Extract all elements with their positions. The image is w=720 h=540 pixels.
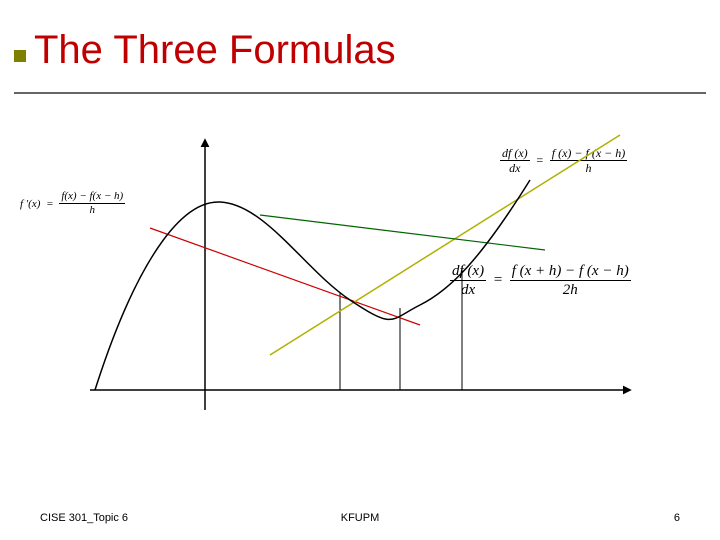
formula-backward-lhs: f '(x) xyxy=(20,198,40,210)
equals-sign: = xyxy=(46,198,53,210)
chart-svg xyxy=(60,130,660,450)
chart xyxy=(60,130,660,450)
title-bullet xyxy=(14,50,26,62)
slide: The Three Formulas f '(x) = f(x) − f(x −… xyxy=(0,0,720,540)
footer-right: 6 xyxy=(674,512,680,524)
slide-title: The Three Formulas xyxy=(34,28,396,73)
title-underline xyxy=(14,92,706,94)
footer-left: CISE 301_Topic 6 xyxy=(40,512,128,524)
footer-center: KFUPM xyxy=(341,512,380,524)
